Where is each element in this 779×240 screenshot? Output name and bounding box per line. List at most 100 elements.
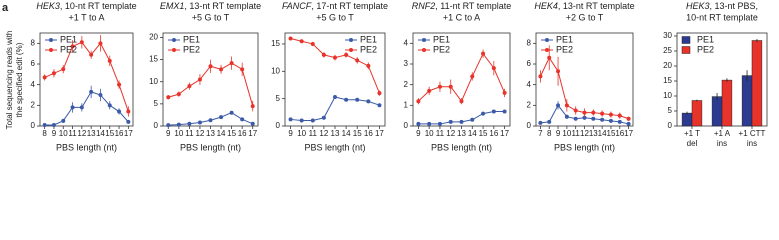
- legend-marker: [49, 38, 53, 42]
- x-tick-label: 10: [425, 129, 434, 138]
- legend-marker: [422, 38, 426, 42]
- bar: [721, 79, 733, 127]
- chart-title-gene: HEK3: [686, 1, 710, 11]
- x-tick-label: 9: [166, 129, 171, 138]
- point: [491, 66, 496, 71]
- x-tick-label: 14: [96, 129, 105, 138]
- point: [626, 121, 631, 126]
- legend-label: PE1: [183, 34, 200, 44]
- point: [299, 39, 304, 44]
- y-tick-label: 10: [663, 91, 672, 100]
- y-tick-label: 10: [149, 77, 158, 86]
- point: [573, 108, 578, 113]
- legend-label: PE1: [433, 34, 450, 44]
- x-tick-label: 17: [375, 129, 384, 138]
- point: [98, 93, 103, 97]
- x-tick-label: 10: [59, 129, 68, 138]
- y-tick-label: 5: [276, 94, 281, 103]
- point: [219, 115, 224, 120]
- point: [377, 91, 382, 96]
- chart-title-gene: FANCF: [282, 1, 312, 11]
- y-tick-label: 0: [668, 121, 673, 130]
- point: [538, 120, 543, 125]
- y-tick-label: 0: [31, 121, 36, 130]
- point: [547, 55, 552, 60]
- x-tick-label: 9: [416, 129, 421, 138]
- bar: [741, 75, 753, 127]
- point: [166, 95, 171, 100]
- point: [556, 69, 561, 74]
- y-tick-label: 8: [31, 38, 36, 47]
- point: [197, 77, 202, 82]
- point: [61, 67, 66, 72]
- chart-title-gene: HEK4: [534, 1, 558, 11]
- point: [187, 121, 192, 126]
- legend-label: PE2: [60, 44, 77, 54]
- x-tick-label: 15: [607, 129, 616, 138]
- y-tick-label: 0: [154, 121, 159, 130]
- y-tick-label: 6: [31, 59, 36, 68]
- point: [564, 114, 569, 119]
- x-tick-label: 13: [206, 129, 215, 138]
- plot-frame: [39, 32, 134, 127]
- legend-marker: [49, 48, 53, 52]
- point: [288, 117, 293, 122]
- x-tick-label: 15: [105, 129, 114, 138]
- legend-label: PE1: [556, 34, 573, 44]
- x-tick-label: 14: [342, 129, 351, 138]
- chart-subtitle: +1 C to A: [443, 12, 480, 22]
- chart-subtitle: +1 T to A: [69, 12, 105, 22]
- point: [573, 116, 578, 121]
- series-line: [44, 41, 129, 112]
- point: [481, 111, 486, 116]
- chart-subtitle: 10-nt RT template: [686, 12, 758, 22]
- chart-subtitle: +5 G to T: [316, 12, 354, 22]
- point: [344, 97, 349, 102]
- legend-marker: [545, 48, 549, 52]
- point: [502, 109, 507, 114]
- panel-label: a: [2, 2, 9, 14]
- point: [333, 55, 337, 60]
- x-tick-label: 9: [288, 129, 293, 138]
- point: [427, 88, 432, 93]
- point: [240, 67, 245, 72]
- legend-swatch: [681, 46, 691, 54]
- chart-title: , 13-nt RT template: [184, 1, 261, 11]
- point: [107, 103, 112, 108]
- chart-title: RNF2, 11-nt RT template: [412, 1, 512, 11]
- point: [219, 67, 224, 72]
- point: [208, 64, 213, 69]
- point: [51, 71, 56, 76]
- y-tick-label: 25: [663, 46, 672, 55]
- x-tick-label: 11: [68, 129, 77, 138]
- figure: a Total sequencing reads with the specif…: [2, 1, 768, 152]
- series-line: [418, 52, 506, 103]
- point: [481, 51, 486, 56]
- chart-title: , 17-nt RT template: [311, 1, 388, 11]
- chart-title: , 11-nt RT template: [435, 1, 511, 11]
- point: [591, 110, 596, 115]
- bar: [691, 100, 703, 127]
- x-tick-label: 11: [309, 129, 318, 138]
- x-tick-label: 16: [489, 129, 498, 138]
- point: [126, 119, 131, 124]
- x-tick-label: 14: [468, 129, 477, 138]
- point: [556, 103, 561, 108]
- x-tick-label: ins: [717, 139, 727, 148]
- y-tick-label: 6: [527, 59, 532, 68]
- point: [42, 122, 47, 127]
- point: [502, 90, 507, 95]
- x-axis-label: PBS length (nt): [304, 142, 365, 152]
- point: [89, 52, 94, 57]
- point: [61, 118, 66, 123]
- point: [197, 120, 202, 125]
- x-axis-label: PBS length (nt): [56, 142, 117, 152]
- y-tick-label: 5: [154, 99, 159, 108]
- y-tick-label: 3: [404, 59, 409, 68]
- x-tick-label: 10: [174, 129, 183, 138]
- point: [582, 110, 587, 115]
- y-tick-label: 30: [663, 31, 672, 40]
- legend-marker: [349, 48, 353, 52]
- bar: [751, 40, 763, 127]
- bar: [681, 112, 693, 127]
